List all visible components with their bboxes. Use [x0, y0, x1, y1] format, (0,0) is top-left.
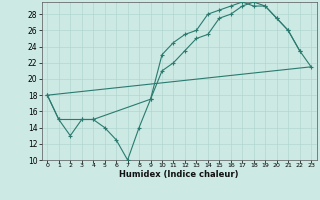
X-axis label: Humidex (Indice chaleur): Humidex (Indice chaleur)	[119, 170, 239, 179]
